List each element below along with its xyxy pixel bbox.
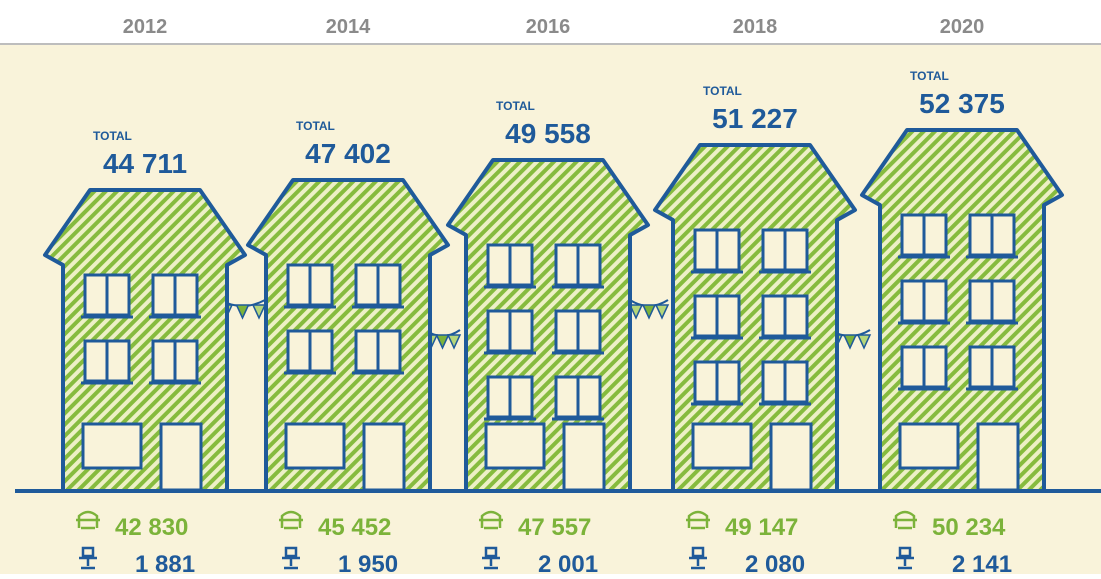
- door: [362, 422, 406, 492]
- office-chair-icon: [79, 546, 97, 570]
- door: [769, 422, 813, 492]
- door: [976, 422, 1020, 492]
- armchairs-value: 47 557: [518, 514, 591, 541]
- armchairs-value: 42 830: [115, 514, 188, 541]
- house: [246, 178, 450, 490]
- house: [860, 128, 1064, 490]
- door: [159, 422, 203, 492]
- armchair-icon: [76, 510, 100, 530]
- office-chair-icon: [896, 546, 914, 570]
- armchairs-value: 45 452: [318, 514, 391, 541]
- house: [446, 158, 650, 490]
- total-value: 52 375: [919, 88, 1005, 119]
- total-value: 51 227: [712, 103, 798, 134]
- bunting-flag: [641, 304, 657, 320]
- bunting-flag: [842, 334, 858, 350]
- total-value: 47 402: [305, 138, 391, 169]
- house: [653, 143, 857, 490]
- bunting-flag: [654, 304, 670, 320]
- year-label: 2018: [733, 16, 778, 38]
- total-label: TOTAL: [296, 119, 335, 133]
- bunting-flag: [251, 304, 267, 320]
- shop-window: [691, 422, 753, 470]
- total-label: TOTAL: [910, 69, 949, 83]
- bunting-flag: [446, 334, 462, 350]
- shop-window: [81, 422, 143, 470]
- armchair-icon: [893, 510, 917, 530]
- total-value: 49 558: [505, 118, 591, 149]
- year-label: 2014: [326, 16, 371, 38]
- chairs-value: 2 141: [952, 551, 1012, 574]
- house: [43, 188, 247, 490]
- armchairs-value: 49 147: [725, 514, 798, 541]
- year-label: 2020: [940, 16, 985, 38]
- bunting-flag: [856, 334, 872, 350]
- office-chair-icon: [482, 546, 500, 570]
- chairs-value: 2 001: [538, 551, 598, 574]
- door: [562, 422, 606, 492]
- houses: [43, 128, 1064, 492]
- chairs-value: 1 950: [338, 551, 398, 574]
- armchairs-value: 50 234: [932, 514, 1006, 541]
- office-chair-icon: [689, 546, 707, 570]
- total-label: TOTAL: [93, 129, 132, 143]
- shop-window: [284, 422, 346, 470]
- armchair-icon: [279, 510, 303, 530]
- shop-window: [484, 422, 546, 470]
- total-label: TOTAL: [496, 99, 535, 113]
- bunting-flag: [235, 304, 250, 320]
- year-label: 2012: [123, 16, 168, 38]
- office-chair-icon: [282, 546, 300, 570]
- chairs-value: 2 080: [745, 551, 805, 574]
- total-value: 44 711: [103, 148, 187, 179]
- shop-window: [898, 422, 960, 470]
- bunting-flag: [628, 304, 644, 320]
- year-label: 2016: [526, 16, 571, 38]
- total-label: TOTAL: [703, 84, 742, 98]
- chairs-value: 1 881: [135, 551, 195, 574]
- bunting-flag: [435, 334, 450, 350]
- armchair-icon: [479, 510, 503, 530]
- armchair-icon: [686, 510, 710, 530]
